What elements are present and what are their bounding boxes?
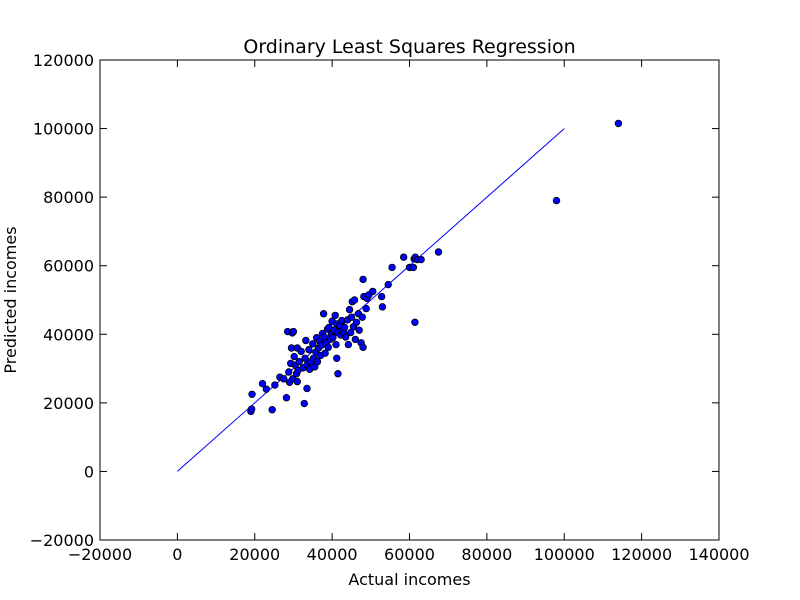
data-point — [302, 336, 310, 345]
data-point — [268, 406, 276, 414]
y-tick-label: 60000 — [43, 257, 94, 276]
data-point — [411, 318, 419, 326]
data-point — [271, 381, 279, 389]
data-point — [384, 280, 392, 289]
data-point — [351, 335, 360, 344]
x-axis-label: Actual incomes — [348, 570, 470, 589]
data-point — [377, 292, 386, 301]
data-point — [333, 354, 341, 362]
regression-line — [177, 128, 565, 472]
x-axis-ticks: −20000 0 20000 40000 60000 80000 100000 120000 1… — [68, 60, 750, 564]
data-point — [262, 385, 271, 393]
data-point — [289, 327, 298, 336]
data-point — [303, 384, 311, 393]
data-point — [434, 248, 443, 256]
y-tick-label: 120000 — [33, 51, 94, 70]
x-tick-label: 100000 — [534, 545, 595, 564]
data-point — [345, 305, 354, 314]
data-point — [258, 379, 267, 388]
data-point — [248, 390, 256, 398]
data-point — [331, 311, 339, 320]
x-tick-label: 80000 — [461, 545, 512, 564]
chart-title: Ordinary Least Squares Regression — [243, 36, 575, 58]
data-point — [359, 343, 367, 352]
scatter-points — [247, 119, 623, 416]
data-point — [332, 340, 340, 349]
data-point — [295, 358, 303, 366]
data-point — [347, 313, 356, 321]
y-axis-ticks: −20000 0 20000 40000 60000 80000 100000 120000 — [30, 51, 719, 550]
y-tick-label: 100000 — [33, 120, 94, 139]
x-tick-label: 40000 — [307, 545, 358, 564]
data-point — [346, 328, 355, 337]
data-point — [358, 313, 367, 321]
y-tick-label: 40000 — [43, 325, 94, 344]
data-point — [319, 310, 328, 318]
y-tick-label: 80000 — [43, 188, 94, 207]
data-point — [313, 358, 322, 366]
data-point — [321, 349, 329, 357]
plot-content — [177, 119, 623, 472]
data-point — [297, 347, 305, 356]
data-point — [362, 304, 370, 313]
data-point — [341, 333, 350, 341]
x-tick-label: 60000 — [384, 545, 435, 564]
data-point — [378, 303, 387, 311]
data-point — [355, 326, 363, 334]
data-point — [614, 119, 623, 128]
y-tick-label: −20000 — [30, 531, 94, 550]
data-point — [334, 370, 342, 378]
x-tick-label: −20000 — [68, 545, 132, 564]
x-tick-label: 20000 — [229, 545, 280, 564]
data-point — [344, 340, 353, 349]
data-point — [340, 323, 349, 332]
data-point — [305, 346, 313, 354]
data-point — [350, 296, 359, 304]
plot-area — [100, 60, 719, 540]
data-point — [409, 263, 418, 272]
data-point — [369, 287, 377, 296]
data-point — [388, 263, 396, 272]
data-point — [293, 377, 302, 386]
data-point — [417, 255, 425, 264]
data-point — [300, 399, 308, 408]
data-point — [282, 394, 291, 402]
y-tick-label: 0 — [84, 462, 94, 481]
x-tick-label: 120000 — [611, 545, 672, 564]
data-point — [247, 405, 256, 413]
x-tick-label: 140000 — [688, 545, 749, 564]
data-point — [324, 343, 332, 352]
data-point — [352, 318, 361, 326]
data-point — [309, 340, 317, 348]
data-point — [301, 354, 309, 362]
data-point — [359, 275, 367, 284]
data-point — [399, 253, 408, 261]
y-tick-label: 20000 — [43, 394, 94, 413]
data-point — [280, 375, 288, 383]
data-point — [290, 352, 298, 361]
y-axis-label: Predicted incomes — [1, 226, 20, 373]
x-tick-label: 0 — [172, 545, 182, 564]
data-point — [285, 368, 293, 376]
data-point — [329, 334, 337, 342]
data-point — [552, 196, 561, 205]
